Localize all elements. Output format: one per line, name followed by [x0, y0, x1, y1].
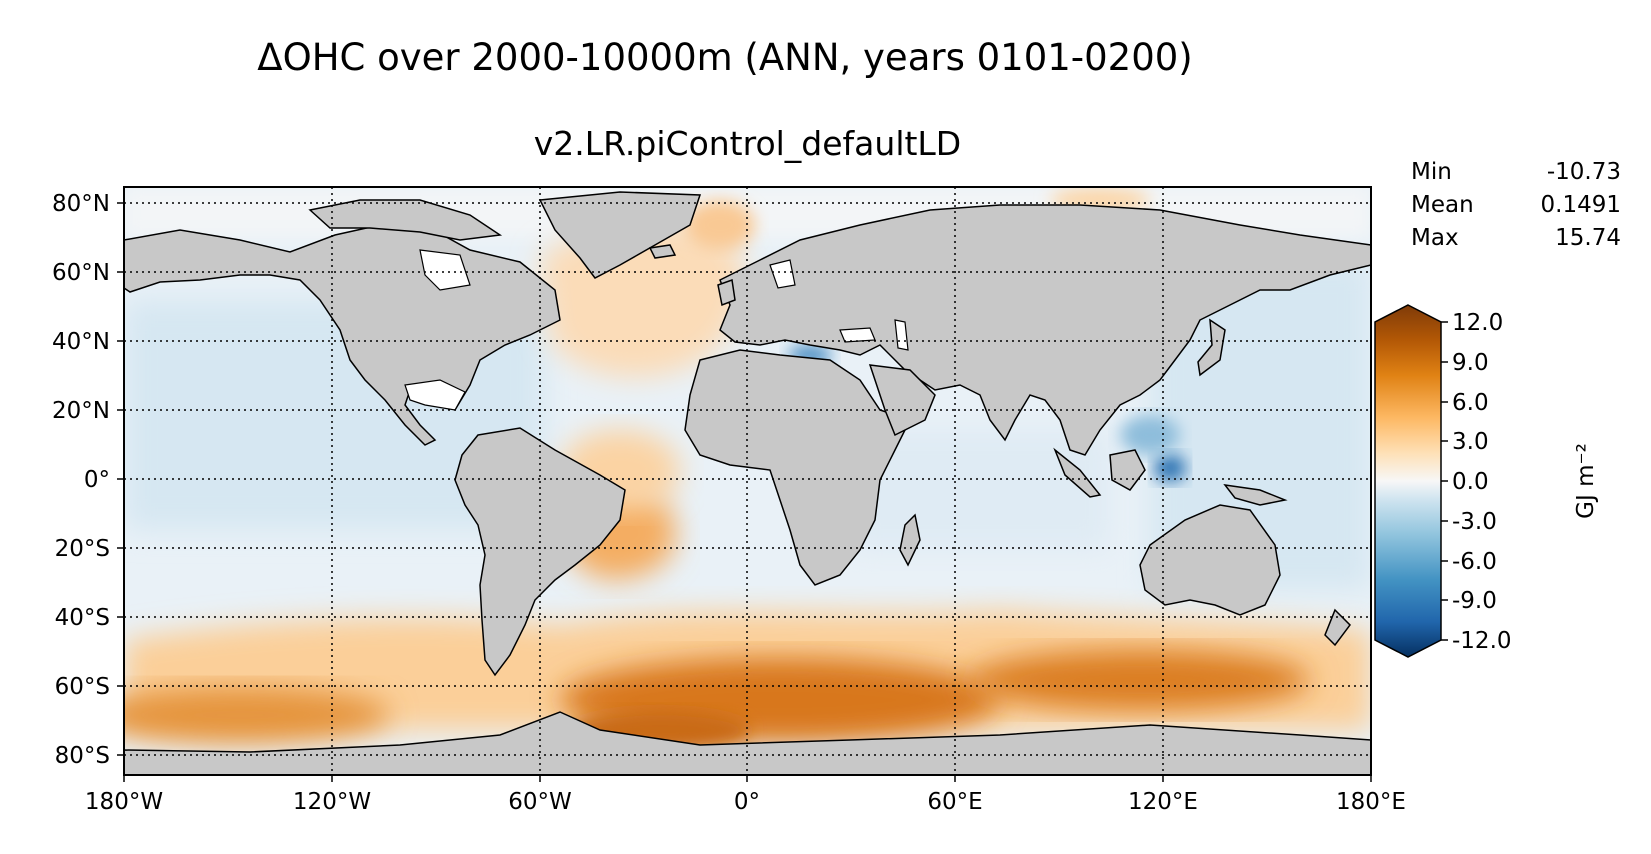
landmass-japan — [1197, 318, 1226, 377]
stat-mean-label: Mean — [1411, 192, 1474, 218]
lat-tick-20n: 20°N — [52, 398, 110, 424]
stat-min: Min -10.73 — [1411, 156, 1621, 189]
stat-max-label: Max — [1411, 225, 1459, 251]
stat-min-value: -10.73 — [1546, 159, 1621, 185]
stat-mean: Mean 0.1491 — [1411, 189, 1621, 222]
stats-panel: Min -10.73 Mean 0.1491 Max 15.74 — [1411, 156, 1621, 255]
lon-tick-60e: 60°E — [927, 789, 982, 815]
stat-max-value: 15.74 — [1555, 225, 1621, 251]
lat-tick-40n: 40°N — [52, 329, 110, 355]
landmass-new-zealand — [1324, 608, 1351, 647]
map-subtitle: v2.LR.piControl_defaultLD — [533, 124, 962, 163]
lon-tick-180w: 180°W — [85, 789, 163, 815]
lat-tick-80s: 80°S — [55, 743, 110, 769]
landmass-iceland — [648, 244, 677, 259]
colorbar-body — [1374, 304, 1442, 658]
lat-tick-60n: 60°N — [52, 260, 110, 286]
colorbar-tick-m6: -6.0 — [1452, 549, 1497, 575]
lat-axis: 80°N 60°N 40°N 20°N 0° 20°S 40°S 60°S 80… — [52, 191, 124, 769]
stat-max: Max 15.74 — [1411, 222, 1621, 255]
landmass-australia — [1139, 504, 1281, 616]
colorbar-tick-m9: -9.0 — [1452, 588, 1497, 614]
lon-tick-0: 0° — [734, 789, 760, 815]
colorbar-tick-0: 0.0 — [1452, 469, 1489, 495]
lon-tick-180e: 180°E — [1336, 789, 1406, 815]
black-sea — [839, 327, 876, 343]
landmass-new-guinea — [1223, 483, 1288, 506]
lon-tick-120w: 120°W — [293, 789, 371, 815]
lat-tick-20s: 20°S — [55, 536, 110, 562]
anomaly-philippine-sea — [1120, 415, 1180, 455]
landmass-south-america — [454, 427, 626, 677]
caspian-sea — [894, 319, 909, 351]
landmass-sumatra — [1053, 447, 1102, 498]
landmass-africa — [684, 349, 912, 586]
landmass-europe-asia — [719, 204, 1371, 456]
colorbar-tick-12: 12.0 — [1452, 310, 1503, 336]
stat-min-label: Min — [1411, 159, 1452, 185]
map-area — [124, 187, 1371, 775]
landmass-greenland — [538, 191, 702, 279]
colorbar-tick-6: 6.0 — [1452, 390, 1489, 416]
graticule — [124, 187, 1371, 775]
landmass-arabia — [868, 364, 936, 437]
colorbar-tick-9: 9.0 — [1452, 350, 1489, 376]
stat-mean-value: 0.1491 — [1540, 192, 1621, 218]
colorbar-units: GJ m⁻² — [1573, 443, 1599, 519]
lat-tick-0: 0° — [84, 467, 110, 493]
anomaly-ross-sector — [124, 687, 390, 743]
landmass-borneo — [1109, 449, 1146, 491]
landmass-antarctica — [124, 711, 1371, 775]
baltic-sea — [769, 259, 796, 289]
lon-tick-60w: 60°W — [508, 789, 572, 815]
lon-axis: 180°W 120°W 60°W 0° 60°E 120°E 180°E — [85, 775, 1406, 815]
lat-tick-80n: 80°N — [52, 191, 110, 217]
landmass-uk — [717, 278, 736, 307]
anomaly-nordic-seas — [685, 200, 755, 250]
anomaly-indonesia — [1154, 454, 1186, 482]
colorbar-tick-m12: -12.0 — [1452, 628, 1512, 654]
anomaly-australian-sector — [970, 650, 1310, 710]
lat-tick-40s: 40°S — [55, 605, 110, 631]
inland-waters — [404, 249, 909, 411]
lat-tick-60s: 60°S — [55, 674, 110, 700]
colorbar-tick-3: 3.0 — [1452, 429, 1489, 455]
figure-title: ΔOHC over 2000-10000m (ANN, years 0101-0… — [257, 36, 1193, 79]
hudson-bay — [419, 249, 471, 291]
landmass-madagascar — [899, 513, 921, 567]
lon-tick-120e: 120°E — [1128, 789, 1198, 815]
landmass-canadian-archipelago — [308, 199, 503, 241]
colorbar-tick-m3: -3.0 — [1452, 509, 1497, 535]
colorbar: 12.0 9.0 6.0 3.0 0.0 -3.0 -6.0 -9.0 -12.… — [1374, 304, 1599, 658]
